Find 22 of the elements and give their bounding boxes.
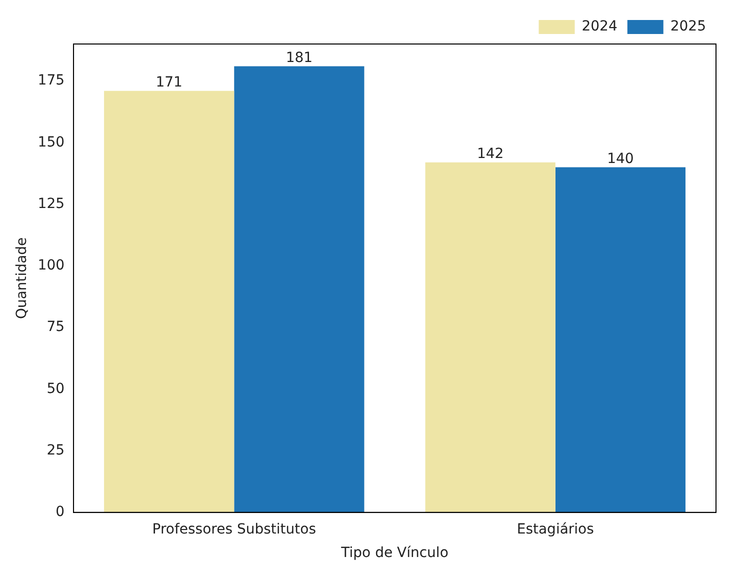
y-tick-label: 125 bbox=[38, 196, 65, 212]
bar bbox=[104, 90, 234, 512]
y-tick-label: 50 bbox=[46, 380, 65, 397]
legend-label: 2024 bbox=[582, 18, 618, 35]
x-tick-label: Professores Substitutos bbox=[152, 521, 316, 538]
y-tick-label: 25 bbox=[46, 442, 65, 458]
bar bbox=[425, 162, 556, 512]
data-label: 142 bbox=[476, 146, 504, 162]
y-tick-label: 150 bbox=[38, 134, 65, 150]
x-tick-label: Estagiários bbox=[516, 521, 594, 538]
y-tick-label: 75 bbox=[46, 319, 65, 336]
bar bbox=[234, 66, 364, 512]
y-tick-label: 0 bbox=[56, 504, 65, 520]
data-label: 171 bbox=[156, 74, 182, 90]
data-label: 140 bbox=[607, 150, 634, 167]
y-tick-label: 175 bbox=[38, 72, 65, 89]
y-axis-title: Quantidade bbox=[14, 237, 30, 320]
x-axis-title: Tipo de Vínculo bbox=[340, 545, 448, 562]
y-tick-label: 100 bbox=[38, 258, 65, 274]
bar bbox=[555, 167, 686, 512]
data-label: 181 bbox=[286, 50, 313, 66]
legend-label: 2025 bbox=[670, 18, 706, 35]
